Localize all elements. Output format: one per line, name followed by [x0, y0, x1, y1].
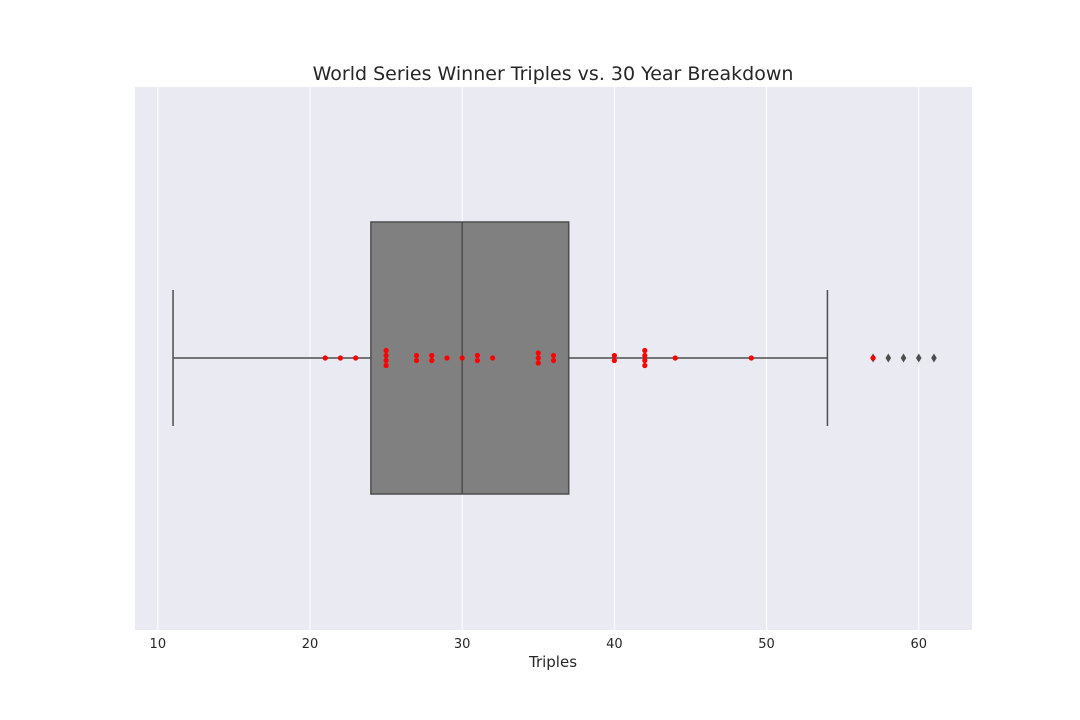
data-point-24 [642, 352, 648, 359]
data-point-29 [870, 355, 876, 361]
data-point-9 [429, 352, 435, 359]
x-tick-30: 30 [454, 637, 471, 652]
data-point-15 [490, 355, 496, 361]
data-points [322, 347, 876, 369]
outliers [870, 353, 937, 363]
data-point-19 [550, 352, 557, 359]
data-point-0 [322, 355, 328, 361]
data-point-25 [642, 357, 648, 364]
x-tick-20: 20 [302, 637, 319, 652]
outlier-1 [885, 353, 892, 363]
data-point-14 [474, 357, 481, 364]
data-point-1 [337, 355, 344, 361]
data-point-12 [459, 355, 465, 361]
outlier-3 [915, 353, 922, 363]
data-point-28 [748, 355, 754, 361]
data-point-5 [383, 357, 389, 364]
data-point-20 [550, 357, 557, 364]
data-point-27 [672, 355, 678, 361]
data-point-2 [353, 355, 359, 361]
x-tick-labels: 10 20 30 40 50 60 [150, 637, 927, 652]
data-point-11 [444, 355, 450, 361]
data-point-6 [383, 362, 389, 369]
data-point-13 [474, 352, 481, 359]
data-point-18 [535, 360, 541, 366]
data-point-10 [429, 357, 435, 364]
outlier-2 [900, 353, 907, 363]
data-point-16 [535, 350, 541, 356]
chart-title: World Series Winner Triples vs. 30 Year … [313, 63, 794, 85]
data-point-22 [611, 357, 617, 364]
data-point-3 [383, 347, 389, 354]
x-tick-60: 60 [910, 637, 927, 652]
outlier-4 [931, 353, 937, 363]
x-tick-10: 10 [150, 637, 167, 652]
data-point-26 [642, 362, 648, 369]
data-point-8 [413, 357, 420, 364]
data-point-4 [383, 352, 389, 359]
data-point-7 [413, 352, 420, 359]
x-tick-40: 40 [606, 637, 623, 652]
data-point-21 [611, 352, 617, 359]
data-point-23 [642, 347, 648, 354]
x-tick-50: 50 [758, 637, 775, 652]
data-point-17 [535, 355, 541, 361]
x-axis-label: Triples [528, 653, 577, 671]
